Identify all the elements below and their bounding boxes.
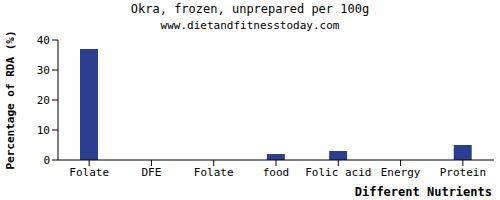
svg-text:Folate: Folate xyxy=(194,166,234,179)
svg-text:Different Nutrients: Different Nutrients xyxy=(355,185,492,199)
svg-text:Folate: Folate xyxy=(69,166,109,179)
svg-text:20: 20 xyxy=(37,94,50,107)
svg-text:Energy: Energy xyxy=(381,166,421,179)
svg-text:Protein: Protein xyxy=(440,166,486,179)
svg-text:0: 0 xyxy=(43,154,50,167)
svg-text:Percentage of RDA (%): Percentage of RDA (%) xyxy=(8,30,17,169)
html-text:Okra, frozen, unprepared per 1: Okra, frozen, unprepared per 100g xyxy=(130,2,370,16)
svg-text:DFE: DFE xyxy=(141,166,161,179)
svg-text:food: food xyxy=(263,166,290,179)
svg-text:10: 10 xyxy=(37,124,50,137)
svg-text:30: 30 xyxy=(37,64,50,77)
html-text:www.dietandfitnesstoday.com: www.dietandfitnesstoday.com xyxy=(160,19,340,32)
svg-text:Folic acid: Folic acid xyxy=(305,166,371,179)
svg-text:40: 40 xyxy=(37,34,50,47)
